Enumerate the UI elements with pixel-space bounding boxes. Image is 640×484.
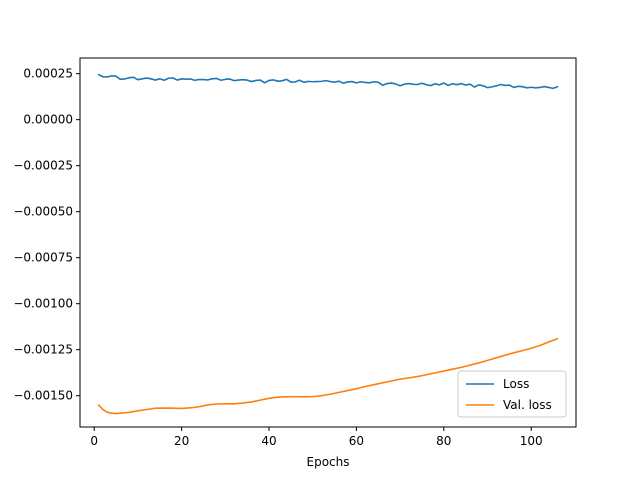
y-tick-label: 0.00000	[23, 113, 73, 127]
legend-label: Loss	[503, 377, 529, 391]
series-layer	[97, 73, 559, 415]
legend: Loss Val. loss	[457, 370, 567, 418]
x-tick-label: 40	[261, 434, 276, 448]
y-axis: 0.00025 0.00000 −0.00025 −0.00050 −0.00075 −0…	[13, 67, 80, 403]
x-tick-label: 60	[349, 434, 364, 448]
axes-frame	[79, 57, 577, 428]
y-tick-label: −0.00150	[13, 389, 73, 403]
y-tick-label: −0.00075	[13, 251, 73, 265]
legend-label: Val. loss	[503, 398, 552, 412]
x-tick-label: 0	[90, 434, 98, 448]
y-tick-label: −0.00025	[13, 159, 73, 173]
x-tick-label: 20	[174, 434, 189, 448]
x-axis: 0 20 40 60 80 100	[90, 427, 543, 448]
x-tick-label: 80	[436, 434, 451, 448]
x-axis-label: Epochs	[307, 455, 350, 469]
series-line-loss	[97, 73, 559, 90]
y-tick-label: 0.00025	[23, 67, 73, 81]
y-tick-label: −0.00100	[13, 297, 73, 311]
x-tick-label: 100	[520, 434, 543, 448]
y-tick-label: −0.00050	[13, 205, 73, 219]
series-line-val-loss	[97, 337, 559, 415]
y-tick-label: −0.00125	[13, 343, 73, 357]
